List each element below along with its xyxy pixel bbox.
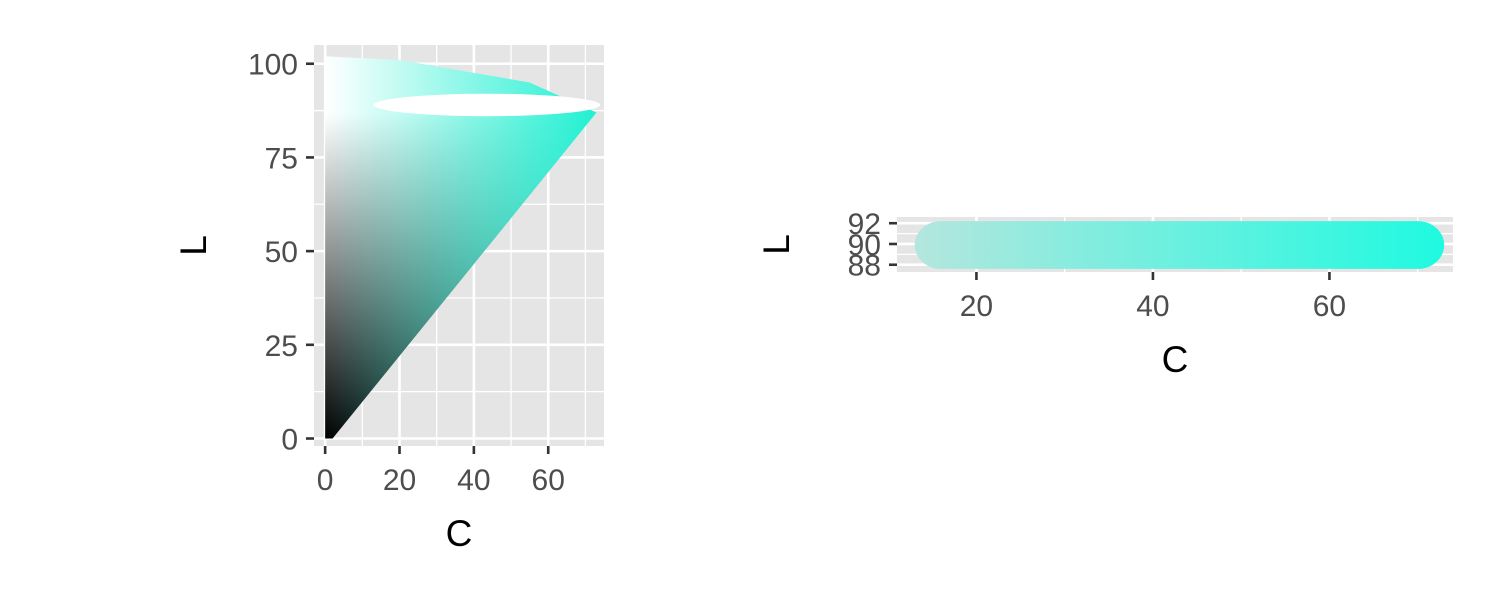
- panel-right-x-axis: 20 40 60: [960, 272, 1346, 323]
- gamut-chroma-overlay: [325, 56, 597, 439]
- x-tick-label: 60: [1313, 290, 1346, 323]
- y-tick-label: 92: [848, 208, 881, 241]
- y-tick-label: 0: [281, 424, 298, 457]
- panel-left-x-axis: 0 20 40 60: [317, 446, 565, 497]
- panel-right-y-axis-title: L: [756, 234, 797, 255]
- panel-right-x-axis-title: C: [1162, 339, 1189, 380]
- chroma-band: [914, 221, 1445, 269]
- x-tick-label: 60: [532, 464, 565, 497]
- y-tick-label: 75: [265, 142, 298, 175]
- panel-left-x-axis-title: C: [446, 513, 473, 554]
- y-tick-label: 90: [848, 229, 881, 262]
- y-tick-label: 88: [848, 250, 881, 283]
- panel-left: 0 20 40 60 0 25 50 75 100 C L: [173, 45, 604, 554]
- x-tick-label: 20: [960, 290, 993, 323]
- x-tick-label: 20: [383, 464, 416, 497]
- panel-left-y-axis-title: L: [173, 235, 214, 256]
- y-tick-label: 100: [248, 49, 298, 82]
- x-tick-label: 40: [1136, 290, 1169, 323]
- panel-left-y-axis: 0 25 50 75 100: [248, 49, 314, 457]
- y-tick-label: 50: [265, 236, 298, 269]
- x-tick-label: 40: [457, 464, 490, 497]
- y-tick-label: 25: [265, 330, 298, 363]
- highlight-slice: [373, 93, 601, 117]
- x-tick-label: 0: [317, 464, 334, 497]
